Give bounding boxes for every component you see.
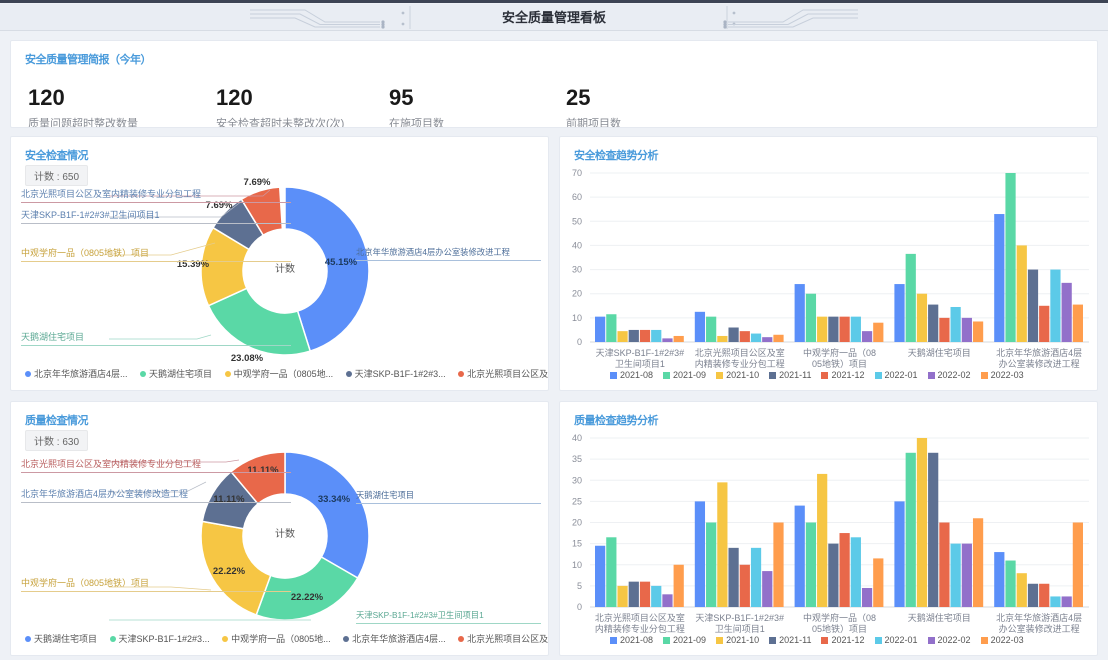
svg-text:30: 30 bbox=[572, 475, 582, 485]
svg-text:办公室装修改进工程: 办公室装修改进工程 bbox=[999, 358, 1080, 369]
svg-text:北京年华旅游酒店4层: 北京年华旅游酒店4层 bbox=[996, 612, 1082, 623]
svg-text:40: 40 bbox=[572, 240, 582, 250]
svg-text:70: 70 bbox=[572, 168, 582, 178]
svg-text:0: 0 bbox=[577, 337, 582, 347]
svg-text:天鹅湖住宅项目: 天鹅湖住宅项目 bbox=[908, 612, 971, 623]
svg-text:33.34%: 33.34% bbox=[318, 494, 351, 505]
svg-text:40: 40 bbox=[572, 433, 582, 443]
svg-text:25: 25 bbox=[572, 496, 582, 506]
svg-text:中观学府一品（08: 中观学府一品（08 bbox=[803, 347, 876, 358]
svg-text:卫生间项目1: 卫生间项目1 bbox=[715, 623, 765, 634]
svg-text:0: 0 bbox=[577, 602, 582, 612]
svg-text:10: 10 bbox=[572, 313, 582, 323]
svg-text:10: 10 bbox=[572, 560, 582, 570]
svg-text:北京光熙项目公区及室: 北京光熙项目公区及室 bbox=[595, 612, 685, 623]
svg-text:天津SKP-B1F-1#2#3#: 天津SKP-B1F-1#2#3# bbox=[695, 613, 784, 623]
svg-text:计数: 计数 bbox=[275, 527, 295, 540]
svg-text:30: 30 bbox=[572, 265, 582, 275]
svg-text:05地铁）项目: 05地铁）项目 bbox=[812, 358, 867, 369]
svg-text:50: 50 bbox=[572, 216, 582, 226]
svg-text:20: 20 bbox=[572, 289, 582, 299]
svg-text:办公室装修改进工程: 办公室装修改进工程 bbox=[999, 623, 1080, 634]
svg-text:5: 5 bbox=[577, 581, 582, 591]
svg-text:05地铁）项目: 05地铁）项目 bbox=[812, 623, 867, 634]
svg-text:北京年华旅游酒店4层: 北京年华旅游酒店4层 bbox=[996, 347, 1082, 358]
svg-text:天津SKP-B1F-1#2#3#: 天津SKP-B1F-1#2#3# bbox=[596, 348, 685, 358]
svg-text:35: 35 bbox=[572, 454, 582, 464]
svg-text:北京光熙项目公区及室: 北京光熙项目公区及室 bbox=[695, 347, 785, 358]
svg-text:内精装修专业分包工程: 内精装修专业分包工程 bbox=[695, 358, 785, 369]
svg-text:45.15%: 45.15% bbox=[325, 257, 358, 268]
svg-text:20: 20 bbox=[572, 518, 582, 528]
svg-text:中观学府一品（08: 中观学府一品（08 bbox=[803, 612, 876, 623]
svg-text:60: 60 bbox=[572, 192, 582, 202]
svg-text:卫生间项目1: 卫生间项目1 bbox=[615, 358, 665, 369]
svg-text:22.22%: 22.22% bbox=[291, 592, 324, 603]
svg-text:23.08%: 23.08% bbox=[231, 353, 264, 364]
svg-text:计数: 计数 bbox=[275, 262, 295, 275]
svg-text:内精装修专业分包工程: 内精装修专业分包工程 bbox=[595, 623, 685, 634]
svg-text:天鹅湖住宅项目: 天鹅湖住宅项目 bbox=[908, 347, 971, 358]
svg-text:15: 15 bbox=[572, 539, 582, 549]
